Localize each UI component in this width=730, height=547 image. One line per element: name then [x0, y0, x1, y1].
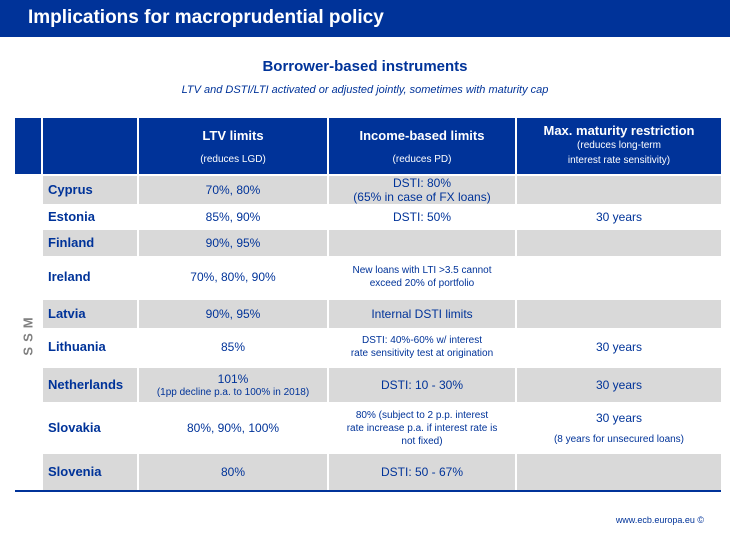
cell-maturity: 30 years — [595, 340, 643, 354]
cell-ltv: 70%, 80% — [139, 176, 327, 204]
header-maturity-title: Max. maturity restriction — [543, 123, 695, 138]
cell-maturity — [517, 256, 721, 298]
row-country: Netherlands — [43, 368, 137, 402]
header-corner-1 — [15, 118, 41, 174]
header-maturity-subtitle-1: (reduces long-term — [577, 140, 661, 151]
page-title: Implications for macroprudential policy — [28, 7, 384, 28]
row-country: Slovakia — [48, 420, 101, 435]
footer-url: www.ecb.europa.eu © — [615, 515, 704, 525]
row-country: Estonia — [48, 209, 95, 224]
table-bottom-rule — [15, 490, 721, 492]
cell-income-line: DSTI: 80% — [392, 176, 452, 190]
cell-ltv: 85%, 90% — [205, 210, 261, 224]
cell-ltv: 90%, 95% — [139, 300, 327, 328]
cell-maturity: 30 years (8 years for unsecured loans) — [517, 404, 721, 452]
cell-income-line: exceed 20% of portfolio — [369, 278, 475, 289]
cell-ltv: 85% — [220, 340, 246, 354]
header-income-subtitle: (reduces PD) — [392, 154, 452, 165]
section-subtitle: Borrower-based instruments — [262, 58, 468, 75]
cell-maturity — [517, 176, 721, 204]
cell-income-line: (65% in case of FX loans) — [353, 190, 491, 204]
ssm-group-label: SSM — [15, 176, 41, 492]
cell-income-line: rate increase p.a. if interest rate is — [346, 422, 498, 434]
cell-income: 80% (subject to 2 p.p. interest rate inc… — [329, 404, 515, 452]
cell-ltv: 80% — [139, 454, 327, 490]
cell-ltv-line: 101% — [217, 371, 249, 386]
header-income-title: Income-based limits — [359, 128, 485, 143]
header-ltv-title: LTV limits — [202, 128, 264, 143]
cell-maturity — [517, 454, 721, 490]
cell-income — [329, 230, 515, 256]
row-country: Lithuania — [48, 339, 106, 354]
cell-ltv: 70%, 80%, 90% — [190, 270, 276, 284]
cell-ltv: 101% (1pp decline p.a. to 100% in 2018) — [139, 368, 327, 402]
cell-income-line: New loans with LTI >3.5 cannot — [352, 265, 492, 276]
cell-ltv: 90%, 95% — [139, 230, 327, 256]
title-bar: Implications for macroprudential policy — [0, 0, 730, 37]
cell-ltv: 80%, 90%, 100% — [186, 421, 280, 435]
header-income: Income-based limits (reduces PD) — [329, 118, 515, 174]
header-maturity: Max. maturity restriction (reduces long-… — [517, 118, 721, 174]
cell-maturity — [517, 230, 721, 256]
cell-income-line: not fixed) — [401, 435, 443, 447]
cell-income: DSTI: 50 - 67% — [329, 454, 515, 490]
cell-maturity — [517, 300, 721, 328]
row-country: Finland — [43, 230, 137, 256]
row-country: Cyprus — [43, 176, 137, 204]
cell-income-line: 80% (subject to 2 p.p. interest — [355, 409, 489, 421]
header-ltv: LTV limits (reduces LGD) — [139, 118, 327, 174]
cell-income-line: DSTI: 40%-60% w/ interest — [361, 335, 483, 346]
row-country: Slovenia — [43, 454, 137, 490]
cell-income: New loans with LTI >3.5 cannot exceed 20… — [329, 256, 515, 298]
instruments-table: LTV limits (reduces LGD) Income-based li… — [15, 118, 721, 492]
row-country: Ireland — [48, 269, 91, 284]
header-maturity-subtitle-2: interest rate sensitivity) — [567, 155, 671, 166]
header-corner-2 — [43, 118, 137, 174]
cell-income: DSTI: 50% — [392, 210, 452, 224]
cell-maturity-line: (8 years for unsecured loans) — [553, 433, 685, 445]
section-note: LTV and DSTI/LTI activated or adjusted j… — [181, 84, 549, 96]
header-ltv-subtitle: (reduces LGD) — [200, 154, 266, 165]
cell-income: DSTI: 10 - 30% — [329, 368, 515, 402]
cell-ltv-line: (1pp decline p.a. to 100% in 2018) — [156, 386, 310, 398]
cell-income-line: rate sensitivity test at origination — [350, 348, 494, 359]
cell-maturity-line: 30 years — [595, 410, 643, 425]
cell-income: DSTI: 80% (65% in case of FX loans) — [329, 176, 515, 204]
row-country: Latvia — [43, 300, 137, 328]
cell-income: DSTI: 40%-60% w/ interest rate sensitivi… — [329, 328, 515, 366]
cell-maturity: 30 years — [517, 368, 721, 402]
cell-maturity: 30 years — [595, 210, 643, 224]
cell-income: Internal DSTI limits — [329, 300, 515, 328]
